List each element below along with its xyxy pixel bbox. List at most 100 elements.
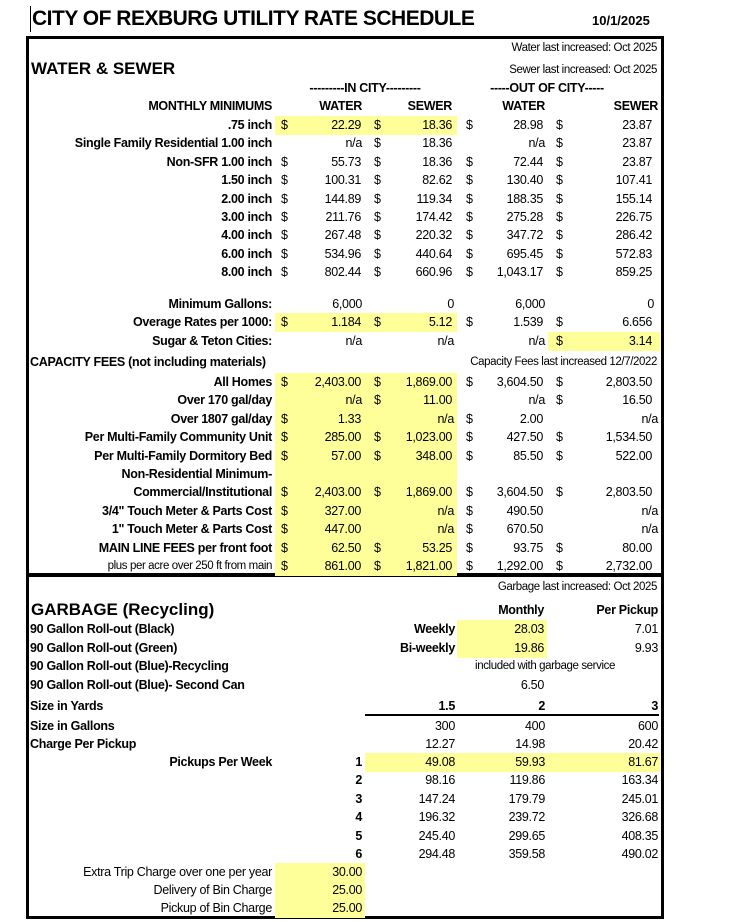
pickup-charge: 490.02 (621, 847, 659, 861)
dollar-sign: $ (281, 522, 288, 537)
extra-charge-label: Extra Trip Charge over one per year (83, 865, 272, 879)
can-per-pickup: 7.01 (634, 622, 658, 636)
dollar-sign: $ (466, 522, 473, 537)
size-yards-value: 3 (651, 699, 658, 713)
row-label: Minimum Gallons: (168, 297, 272, 311)
pickup-charge: 359.58 (508, 847, 546, 861)
dollar-sign: $ (374, 375, 381, 389)
dollar-sign: $ (374, 173, 381, 188)
highlight-cell (366, 501, 457, 521)
rate-value: 80.00 (622, 540, 652, 555)
highlight-cell (366, 409, 457, 429)
rate-value: 2,403.00 (314, 375, 362, 389)
row-label: 1.50 inch (221, 173, 272, 188)
rate-value: n/a (437, 522, 455, 537)
rate-value: n/a (528, 393, 546, 408)
dollar-sign: $ (281, 503, 288, 518)
rate-value: 2,732.00 (605, 559, 653, 573)
charge-per-pickup-value: 12.27 (425, 737, 455, 751)
rate-value: 1.33 (337, 411, 361, 426)
rate-value: 11.00 (423, 393, 452, 408)
rate-value: 695.45 (506, 246, 544, 261)
pickup-charge: 326.68 (621, 810, 659, 825)
highlight-cell (366, 557, 457, 576)
column-header-label: MONTHLY MINIMUMS (148, 99, 272, 113)
rate-value: n/a (528, 136, 546, 151)
dollar-sign: $ (281, 173, 288, 188)
highlight-cell (275, 501, 366, 521)
rate-value: 226.75 (615, 210, 653, 224)
highlight-cell (275, 557, 366, 576)
can-monthly: 6.50 (520, 678, 544, 692)
highlight-cell (275, 446, 366, 466)
highlight-cell (366, 446, 457, 466)
rate-value: 2,403.00 (314, 485, 362, 500)
dollar-sign: $ (466, 411, 473, 426)
highlight-cell (275, 899, 365, 919)
pickups-count: 6 (355, 847, 362, 861)
out-city-header: -----OUT OF CITY----- (490, 81, 604, 95)
highlight-cell (275, 881, 365, 901)
rate-value: 3,604.50 (496, 485, 544, 500)
highlight-cell (366, 465, 457, 484)
charge-per-pickup-value: 20.42 (628, 737, 658, 751)
rate-value: 174.42 (415, 210, 453, 224)
can-label: 90 Gallon Roll-out (Black) (30, 622, 175, 636)
rate-value: 6,000 (332, 297, 362, 311)
rate-value: 18.36 (422, 118, 452, 132)
rate-value: 82.62 (422, 173, 452, 188)
rate-value: 347.72 (506, 228, 544, 243)
pickup-charge: 245.01 (621, 791, 659, 806)
rate-value: 0 (447, 297, 454, 311)
capacity-increased-note: Capacity Fees last increased 12/7/2022 (470, 356, 657, 368)
extra-charge-label: Pickup of Bin Charge (160, 901, 273, 916)
pickup-charge: 49.08 (425, 755, 455, 769)
size-gallons-value: 400 (525, 719, 545, 733)
rate-value: 16.50 (622, 393, 652, 408)
dollar-sign: $ (374, 154, 381, 169)
dollar-sign: $ (556, 485, 563, 500)
highlight-cell (366, 391, 457, 411)
extra-charge-value: 30.00 (332, 865, 362, 879)
dollar-sign: $ (374, 246, 381, 261)
dollar-sign: $ (556, 430, 563, 445)
highlight-cell (366, 116, 457, 135)
highlight-cell (275, 116, 366, 135)
dollar-sign: $ (466, 315, 473, 330)
column-header-per-pickup: Per Pickup (596, 603, 658, 617)
extra-charge-value: 25.00 (332, 901, 362, 916)
rate-value: n/a (345, 136, 363, 151)
dollar-sign: $ (374, 393, 381, 408)
dollar-sign: $ (556, 265, 563, 280)
rate-value: 144.89 (324, 191, 362, 206)
rate-value: 100.31 (324, 173, 362, 188)
rate-value: 1,534.50 (605, 430, 653, 445)
dollar-sign: $ (556, 559, 563, 573)
sewer-increased-note: Sewer last increased: Oct 2025 (509, 64, 657, 76)
column-header-in-water: WATER (319, 99, 362, 113)
can-label: 90 Gallon Roll-out (Blue)-Recycling (30, 659, 229, 673)
rate-value: 0 (647, 297, 654, 311)
rate-value: 1,821.00 (405, 559, 453, 573)
pickups-count: 5 (355, 828, 362, 843)
pickup-charge: 299.65 (508, 828, 546, 843)
highlight-cell (457, 620, 547, 639)
dollar-sign: $ (466, 559, 473, 573)
dollar-sign: $ (556, 173, 563, 188)
highlight-cell (275, 863, 365, 882)
row-label: .75 inch (227, 118, 272, 132)
pickup-charge: 59.93 (515, 755, 545, 769)
dollar-sign: $ (466, 228, 473, 243)
dollar-sign: $ (556, 540, 563, 555)
pickup-charge: 179.79 (508, 791, 546, 806)
can-note: included with garbage service (475, 660, 615, 672)
can-per-pickup: 9.93 (634, 641, 658, 655)
row-label: 8.00 inch (221, 265, 272, 280)
rate-value (382, 465, 454, 483)
highlight-cell (275, 313, 366, 333)
row-label: plus per acre over 250 ft from main (107, 560, 273, 572)
rate-value: 348.00 (415, 448, 453, 463)
dollar-sign: $ (556, 118, 563, 132)
dollar-sign: $ (556, 315, 563, 330)
rate-value: n/a (641, 503, 659, 518)
